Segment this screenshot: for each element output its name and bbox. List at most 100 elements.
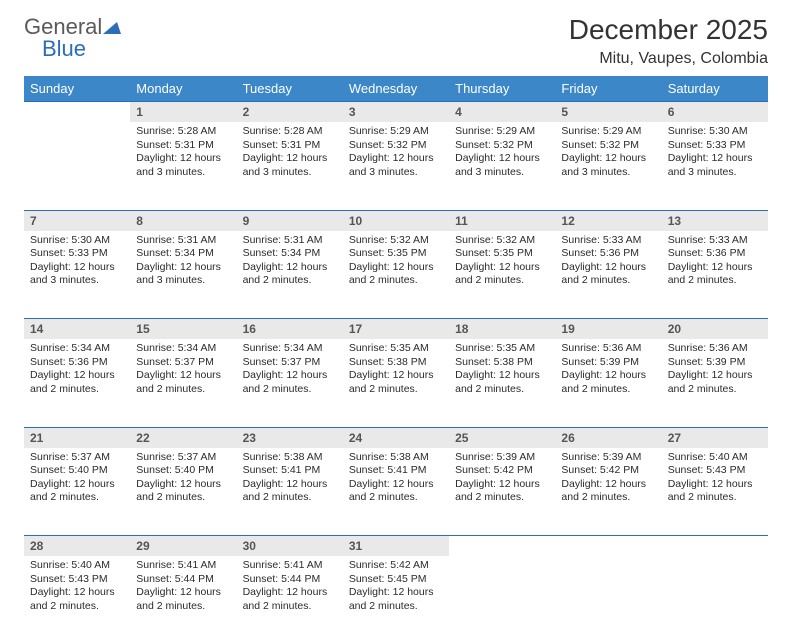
day-number-row: 14151617181920 (24, 319, 768, 340)
day-cell: Sunrise: 5:35 AMSunset: 5:38 PMDaylight:… (449, 339, 555, 427)
day-number: 5 (555, 102, 661, 123)
sunset-text: Sunset: 5:44 PM (136, 573, 230, 587)
day-number: 25 (449, 427, 555, 448)
day-number: 20 (662, 319, 768, 340)
daylight-text: Daylight: 12 hours and 2 minutes. (349, 586, 443, 613)
sunrise-text: Sunrise: 5:33 AM (561, 234, 655, 248)
page-title: December 2025 (569, 14, 768, 46)
day-number: 3 (343, 102, 449, 123)
daylight-text: Daylight: 12 hours and 3 minutes. (136, 152, 230, 179)
sunset-text: Sunset: 5:33 PM (30, 247, 124, 261)
day-number: 14 (24, 319, 130, 340)
day-number: 7 (24, 210, 130, 231)
day-number (555, 536, 661, 557)
day-content-row: Sunrise: 5:28 AMSunset: 5:31 PMDaylight:… (24, 122, 768, 210)
day-header: Wednesday (343, 76, 449, 102)
day-content-row: Sunrise: 5:37 AMSunset: 5:40 PMDaylight:… (24, 448, 768, 536)
daylight-text: Daylight: 12 hours and 3 minutes. (30, 261, 124, 288)
sunrise-text: Sunrise: 5:34 AM (136, 342, 230, 356)
day-header: Sunday (24, 76, 130, 102)
daylight-text: Daylight: 12 hours and 2 minutes. (30, 369, 124, 396)
sunrise-text: Sunrise: 5:40 AM (668, 451, 762, 465)
sunrise-text: Sunrise: 5:36 AM (668, 342, 762, 356)
daylight-text: Daylight: 12 hours and 2 minutes. (243, 478, 337, 505)
day-cell: Sunrise: 5:40 AMSunset: 5:43 PMDaylight:… (662, 448, 768, 536)
sunrise-text: Sunrise: 5:30 AM (30, 234, 124, 248)
day-number: 1 (130, 102, 236, 123)
day-cell: Sunrise: 5:38 AMSunset: 5:41 PMDaylight:… (237, 448, 343, 536)
daylight-text: Daylight: 12 hours and 2 minutes. (136, 478, 230, 505)
day-cell: Sunrise: 5:34 AMSunset: 5:37 PMDaylight:… (237, 339, 343, 427)
day-cell: Sunrise: 5:41 AMSunset: 5:44 PMDaylight:… (130, 556, 236, 644)
day-number: 17 (343, 319, 449, 340)
day-cell: Sunrise: 5:39 AMSunset: 5:42 PMDaylight:… (555, 448, 661, 536)
sunset-text: Sunset: 5:36 PM (30, 356, 124, 370)
day-number: 18 (449, 319, 555, 340)
sunset-text: Sunset: 5:37 PM (136, 356, 230, 370)
day-number: 16 (237, 319, 343, 340)
day-number: 21 (24, 427, 130, 448)
day-cell: Sunrise: 5:29 AMSunset: 5:32 PMDaylight:… (555, 122, 661, 210)
day-cell: Sunrise: 5:34 AMSunset: 5:36 PMDaylight:… (24, 339, 130, 427)
day-number: 22 (130, 427, 236, 448)
day-cell: Sunrise: 5:40 AMSunset: 5:43 PMDaylight:… (24, 556, 130, 644)
day-cell: Sunrise: 5:39 AMSunset: 5:42 PMDaylight:… (449, 448, 555, 536)
day-number: 4 (449, 102, 555, 123)
page-subtitle: Mitu, Vaupes, Colombia (569, 50, 768, 68)
sunset-text: Sunset: 5:43 PM (30, 573, 124, 587)
sunrise-text: Sunrise: 5:32 AM (349, 234, 443, 248)
day-cell: Sunrise: 5:28 AMSunset: 5:31 PMDaylight:… (237, 122, 343, 210)
day-header: Thursday (449, 76, 555, 102)
sunset-text: Sunset: 5:33 PM (668, 139, 762, 153)
sunset-text: Sunset: 5:41 PM (349, 464, 443, 478)
sunrise-text: Sunrise: 5:32 AM (455, 234, 549, 248)
day-number-row: 78910111213 (24, 210, 768, 231)
sunset-text: Sunset: 5:38 PM (349, 356, 443, 370)
sunrise-text: Sunrise: 5:35 AM (455, 342, 549, 356)
day-cell: Sunrise: 5:37 AMSunset: 5:40 PMDaylight:… (24, 448, 130, 536)
day-cell (662, 556, 768, 644)
day-cell: Sunrise: 5:28 AMSunset: 5:31 PMDaylight:… (130, 122, 236, 210)
day-number: 23 (237, 427, 343, 448)
sunrise-text: Sunrise: 5:38 AM (349, 451, 443, 465)
sunset-text: Sunset: 5:36 PM (668, 247, 762, 261)
sunset-text: Sunset: 5:35 PM (455, 247, 549, 261)
sunrise-text: Sunrise: 5:28 AM (136, 125, 230, 139)
day-number: 9 (237, 210, 343, 231)
daylight-text: Daylight: 12 hours and 2 minutes. (668, 369, 762, 396)
day-number: 26 (555, 427, 661, 448)
day-number: 6 (662, 102, 768, 123)
sunrise-text: Sunrise: 5:37 AM (30, 451, 124, 465)
daylight-text: Daylight: 12 hours and 3 minutes. (668, 152, 762, 179)
day-header: Tuesday (237, 76, 343, 102)
day-content-row: Sunrise: 5:40 AMSunset: 5:43 PMDaylight:… (24, 556, 768, 644)
daylight-text: Daylight: 12 hours and 2 minutes. (349, 369, 443, 396)
day-number: 2 (237, 102, 343, 123)
sunrise-text: Sunrise: 5:29 AM (349, 125, 443, 139)
sunrise-text: Sunrise: 5:29 AM (561, 125, 655, 139)
sunrise-text: Sunrise: 5:34 AM (30, 342, 124, 356)
day-number: 8 (130, 210, 236, 231)
day-number (449, 536, 555, 557)
day-cell: Sunrise: 5:34 AMSunset: 5:37 PMDaylight:… (130, 339, 236, 427)
daylight-text: Daylight: 12 hours and 2 minutes. (561, 369, 655, 396)
sunset-text: Sunset: 5:37 PM (243, 356, 337, 370)
sunrise-text: Sunrise: 5:33 AM (668, 234, 762, 248)
sunrise-text: Sunrise: 5:38 AM (243, 451, 337, 465)
sunset-text: Sunset: 5:45 PM (349, 573, 443, 587)
daylight-text: Daylight: 12 hours and 3 minutes. (136, 261, 230, 288)
day-content-row: Sunrise: 5:34 AMSunset: 5:36 PMDaylight:… (24, 339, 768, 427)
day-cell: Sunrise: 5:42 AMSunset: 5:45 PMDaylight:… (343, 556, 449, 644)
day-number: 27 (662, 427, 768, 448)
sunrise-text: Sunrise: 5:30 AM (668, 125, 762, 139)
day-cell: Sunrise: 5:37 AMSunset: 5:40 PMDaylight:… (130, 448, 236, 536)
sunrise-text: Sunrise: 5:42 AM (349, 559, 443, 573)
sunset-text: Sunset: 5:40 PM (136, 464, 230, 478)
logo-text-blue: Blue (42, 36, 122, 62)
sunset-text: Sunset: 5:44 PM (243, 573, 337, 587)
day-number: 13 (662, 210, 768, 231)
sunrise-text: Sunrise: 5:29 AM (455, 125, 549, 139)
sunset-text: Sunset: 5:32 PM (349, 139, 443, 153)
day-number: 10 (343, 210, 449, 231)
daylight-text: Daylight: 12 hours and 2 minutes. (561, 261, 655, 288)
